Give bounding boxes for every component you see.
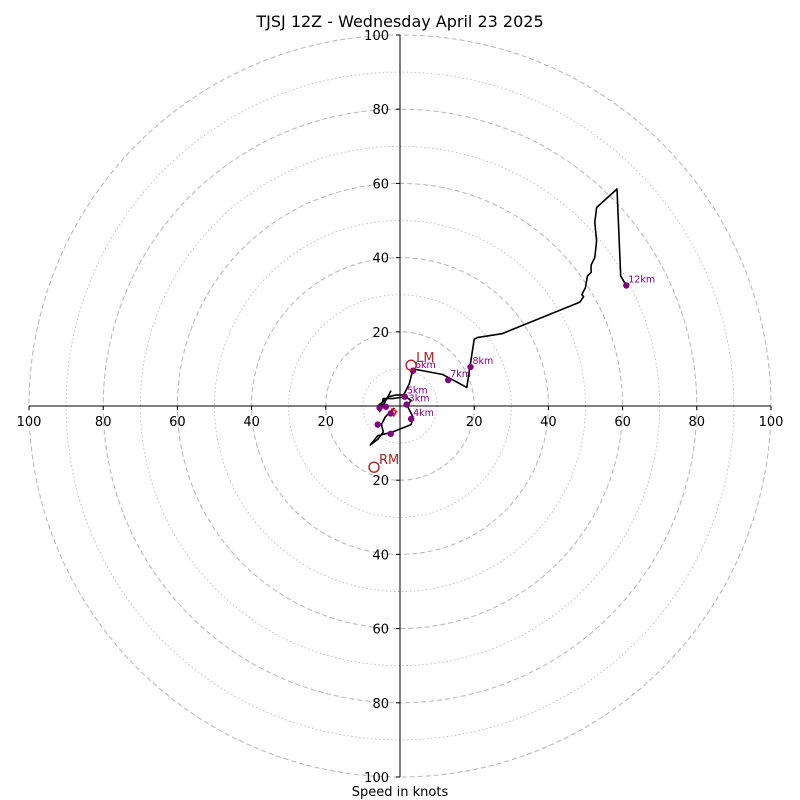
height-marker-point [401, 393, 409, 400]
x-tick-label: 60 [614, 415, 631, 430]
storm-motion-rm-marker [368, 461, 380, 473]
x-tick-label: 100 [17, 415, 42, 430]
y-tick-label: 40 [372, 548, 389, 563]
height-marker-point [382, 403, 390, 410]
y-tick-label: 20 [372, 326, 389, 341]
x-tick-label: 40 [243, 415, 260, 430]
y-tick-label: 80 [372, 103, 389, 118]
height-marker-label: 5km [407, 386, 428, 397]
x-tick-label: 80 [95, 415, 112, 430]
storm-motion-markers: LM RM [368, 351, 435, 473]
x-tick-label: 20 [466, 415, 483, 430]
tick-labels: 100 80 60 40 20 20 40 60 80 100 100 80 60 40 20 20 40 60 8… [17, 29, 784, 786]
height-marker-label: 7km [450, 369, 471, 380]
y-tick-label: 80 [372, 697, 389, 712]
x-tick-label: 80 [689, 415, 706, 430]
x-tick-label: 100 [759, 415, 784, 430]
y-tick-label: 60 [372, 177, 389, 192]
x-axis-label: Speed in knots [352, 785, 449, 800]
height-marker-point [407, 415, 415, 423]
height-marker-label: 3km [409, 394, 430, 405]
y-tick-label: 100 [364, 29, 389, 44]
storm-motion-lm-label: LM [416, 351, 434, 366]
x-tick-label: 20 [318, 415, 335, 430]
x-tick-label: 60 [169, 415, 186, 430]
axes [29, 35, 771, 777]
y-tick-label: 100 [364, 771, 389, 786]
height-marker-point [387, 430, 394, 438]
height-marker-point [376, 404, 383, 412]
height-marker-point [374, 421, 381, 428]
mean-wind-marker [390, 407, 398, 417]
height-marker-label: 8km [472, 356, 493, 367]
height-marker-point [403, 401, 410, 408]
chart-title: TJSJ 12Z - Wednesday April 23 2025 [255, 12, 543, 31]
y-tick-label: 20 [372, 474, 389, 489]
height-marker-point [467, 363, 474, 371]
storm-motion-lm-marker [405, 359, 417, 371]
hodograph-trace [369, 188, 627, 446]
y-tick-label: 60 [372, 623, 389, 638]
height-marker-label: 12km [628, 274, 655, 285]
height-marker-point [445, 376, 452, 384]
height-marker-point [623, 282, 630, 289]
height-marker-label: 4km [413, 408, 434, 419]
storm-motion-rm-label: RM [379, 453, 399, 468]
y-tick-label: 40 [372, 252, 389, 267]
height-marker-point [387, 410, 394, 417]
height-marker-label: 6km [415, 360, 436, 371]
hodograph-line [369, 188, 627, 446]
x-tick-label: 40 [540, 415, 557, 430]
